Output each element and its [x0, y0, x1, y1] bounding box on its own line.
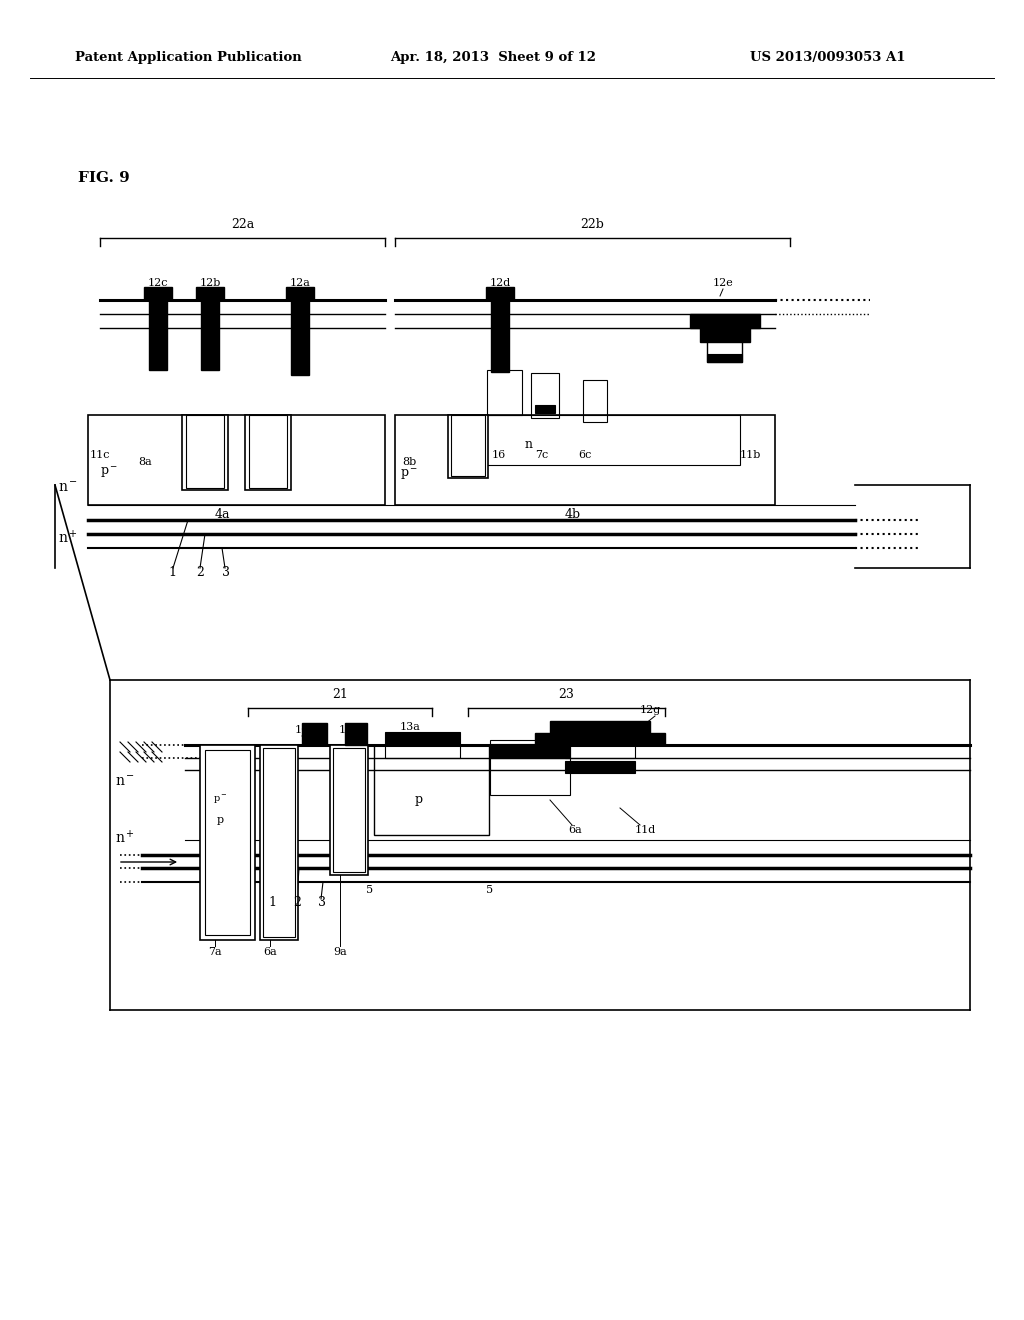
- Text: n: n: [525, 438, 534, 451]
- Text: 21: 21: [332, 688, 348, 701]
- Bar: [302, 723, 327, 744]
- Bar: [286, 286, 314, 300]
- Bar: [450, 414, 740, 465]
- Text: 2: 2: [293, 896, 301, 909]
- Text: p: p: [415, 793, 423, 807]
- Bar: [205, 750, 250, 935]
- Text: 9c: 9c: [454, 450, 467, 459]
- Text: 5: 5: [486, 884, 494, 895]
- Bar: [565, 743, 635, 758]
- Bar: [182, 414, 228, 490]
- Bar: [333, 748, 365, 873]
- Text: p$^-$: p$^-$: [213, 793, 227, 807]
- Text: Apr. 18, 2013  Sheet 9 of 12: Apr. 18, 2013 Sheet 9 of 12: [390, 51, 596, 65]
- Bar: [565, 762, 635, 774]
- Text: FIG. 9: FIG. 9: [78, 172, 130, 185]
- Bar: [260, 744, 298, 940]
- Text: 12c: 12c: [147, 279, 168, 288]
- Bar: [451, 414, 485, 477]
- Bar: [707, 354, 742, 362]
- Text: 22a: 22a: [230, 218, 254, 231]
- Text: 12e: 12e: [713, 279, 733, 288]
- Text: 22b: 22b: [581, 218, 604, 231]
- Text: 4a: 4a: [215, 508, 230, 521]
- Bar: [535, 733, 665, 744]
- Bar: [395, 414, 775, 506]
- Text: 6a: 6a: [568, 825, 582, 836]
- Text: 16: 16: [492, 450, 506, 459]
- Text: n$^+$: n$^+$: [115, 829, 135, 846]
- Bar: [196, 286, 224, 300]
- Text: 5: 5: [367, 884, 374, 895]
- Bar: [707, 327, 742, 362]
- Text: n$^-$: n$^-$: [115, 775, 135, 789]
- Bar: [374, 744, 489, 836]
- Bar: [490, 292, 509, 372]
- Bar: [690, 314, 760, 327]
- Bar: [150, 300, 167, 370]
- Bar: [330, 744, 368, 875]
- Text: 10: 10: [295, 725, 309, 735]
- Bar: [249, 414, 287, 488]
- Text: US 2013/0093053 A1: US 2013/0093053 A1: [750, 51, 905, 65]
- Bar: [201, 300, 219, 370]
- Text: 3: 3: [222, 565, 230, 578]
- Text: 11d: 11d: [635, 825, 656, 836]
- Text: 8b: 8b: [402, 457, 416, 467]
- Text: 1: 1: [168, 565, 176, 578]
- Bar: [449, 414, 488, 478]
- Text: 7c: 7c: [535, 450, 548, 459]
- Bar: [263, 748, 295, 937]
- Bar: [385, 744, 460, 758]
- Text: 12f: 12f: [339, 725, 357, 735]
- Bar: [291, 300, 309, 375]
- Text: 9b: 9b: [200, 450, 214, 459]
- Text: 9a: 9a: [333, 946, 347, 957]
- Text: p$^-$: p$^-$: [100, 465, 118, 479]
- Text: n$^-$: n$^-$: [58, 480, 78, 495]
- Text: 9b: 9b: [265, 450, 280, 459]
- Text: p: p: [216, 814, 223, 825]
- Text: 12a: 12a: [290, 279, 310, 288]
- Bar: [531, 374, 559, 418]
- Text: 1: 1: [268, 896, 276, 909]
- Text: 13a: 13a: [399, 722, 421, 733]
- Bar: [583, 380, 607, 422]
- Text: 11b: 11b: [740, 450, 762, 459]
- Bar: [345, 723, 367, 744]
- Text: p$^-$: p$^-$: [400, 466, 418, 482]
- Text: 8a: 8a: [138, 457, 152, 467]
- Bar: [200, 744, 255, 940]
- Text: Patent Application Publication: Patent Application Publication: [75, 51, 302, 65]
- Text: 11c: 11c: [90, 450, 111, 459]
- Bar: [700, 322, 750, 342]
- Text: 12b: 12b: [200, 279, 221, 288]
- Text: 6a: 6a: [263, 946, 276, 957]
- Bar: [88, 414, 385, 506]
- Text: 7a: 7a: [208, 946, 222, 957]
- Bar: [385, 733, 460, 744]
- Text: 3: 3: [318, 896, 326, 909]
- Text: 6c: 6c: [578, 450, 592, 459]
- Bar: [490, 741, 570, 795]
- Text: 12d: 12d: [489, 279, 511, 288]
- Text: 23: 23: [558, 688, 574, 701]
- Bar: [550, 721, 650, 733]
- Text: 2: 2: [196, 565, 204, 578]
- Text: 4b: 4b: [565, 508, 582, 521]
- Text: n$^+$: n$^+$: [58, 529, 78, 546]
- Bar: [535, 405, 555, 413]
- Bar: [144, 286, 172, 300]
- Bar: [186, 414, 224, 488]
- Bar: [490, 744, 570, 758]
- Bar: [486, 286, 514, 300]
- Bar: [487, 370, 522, 414]
- Bar: [245, 414, 291, 490]
- Text: 12g: 12g: [639, 705, 660, 715]
